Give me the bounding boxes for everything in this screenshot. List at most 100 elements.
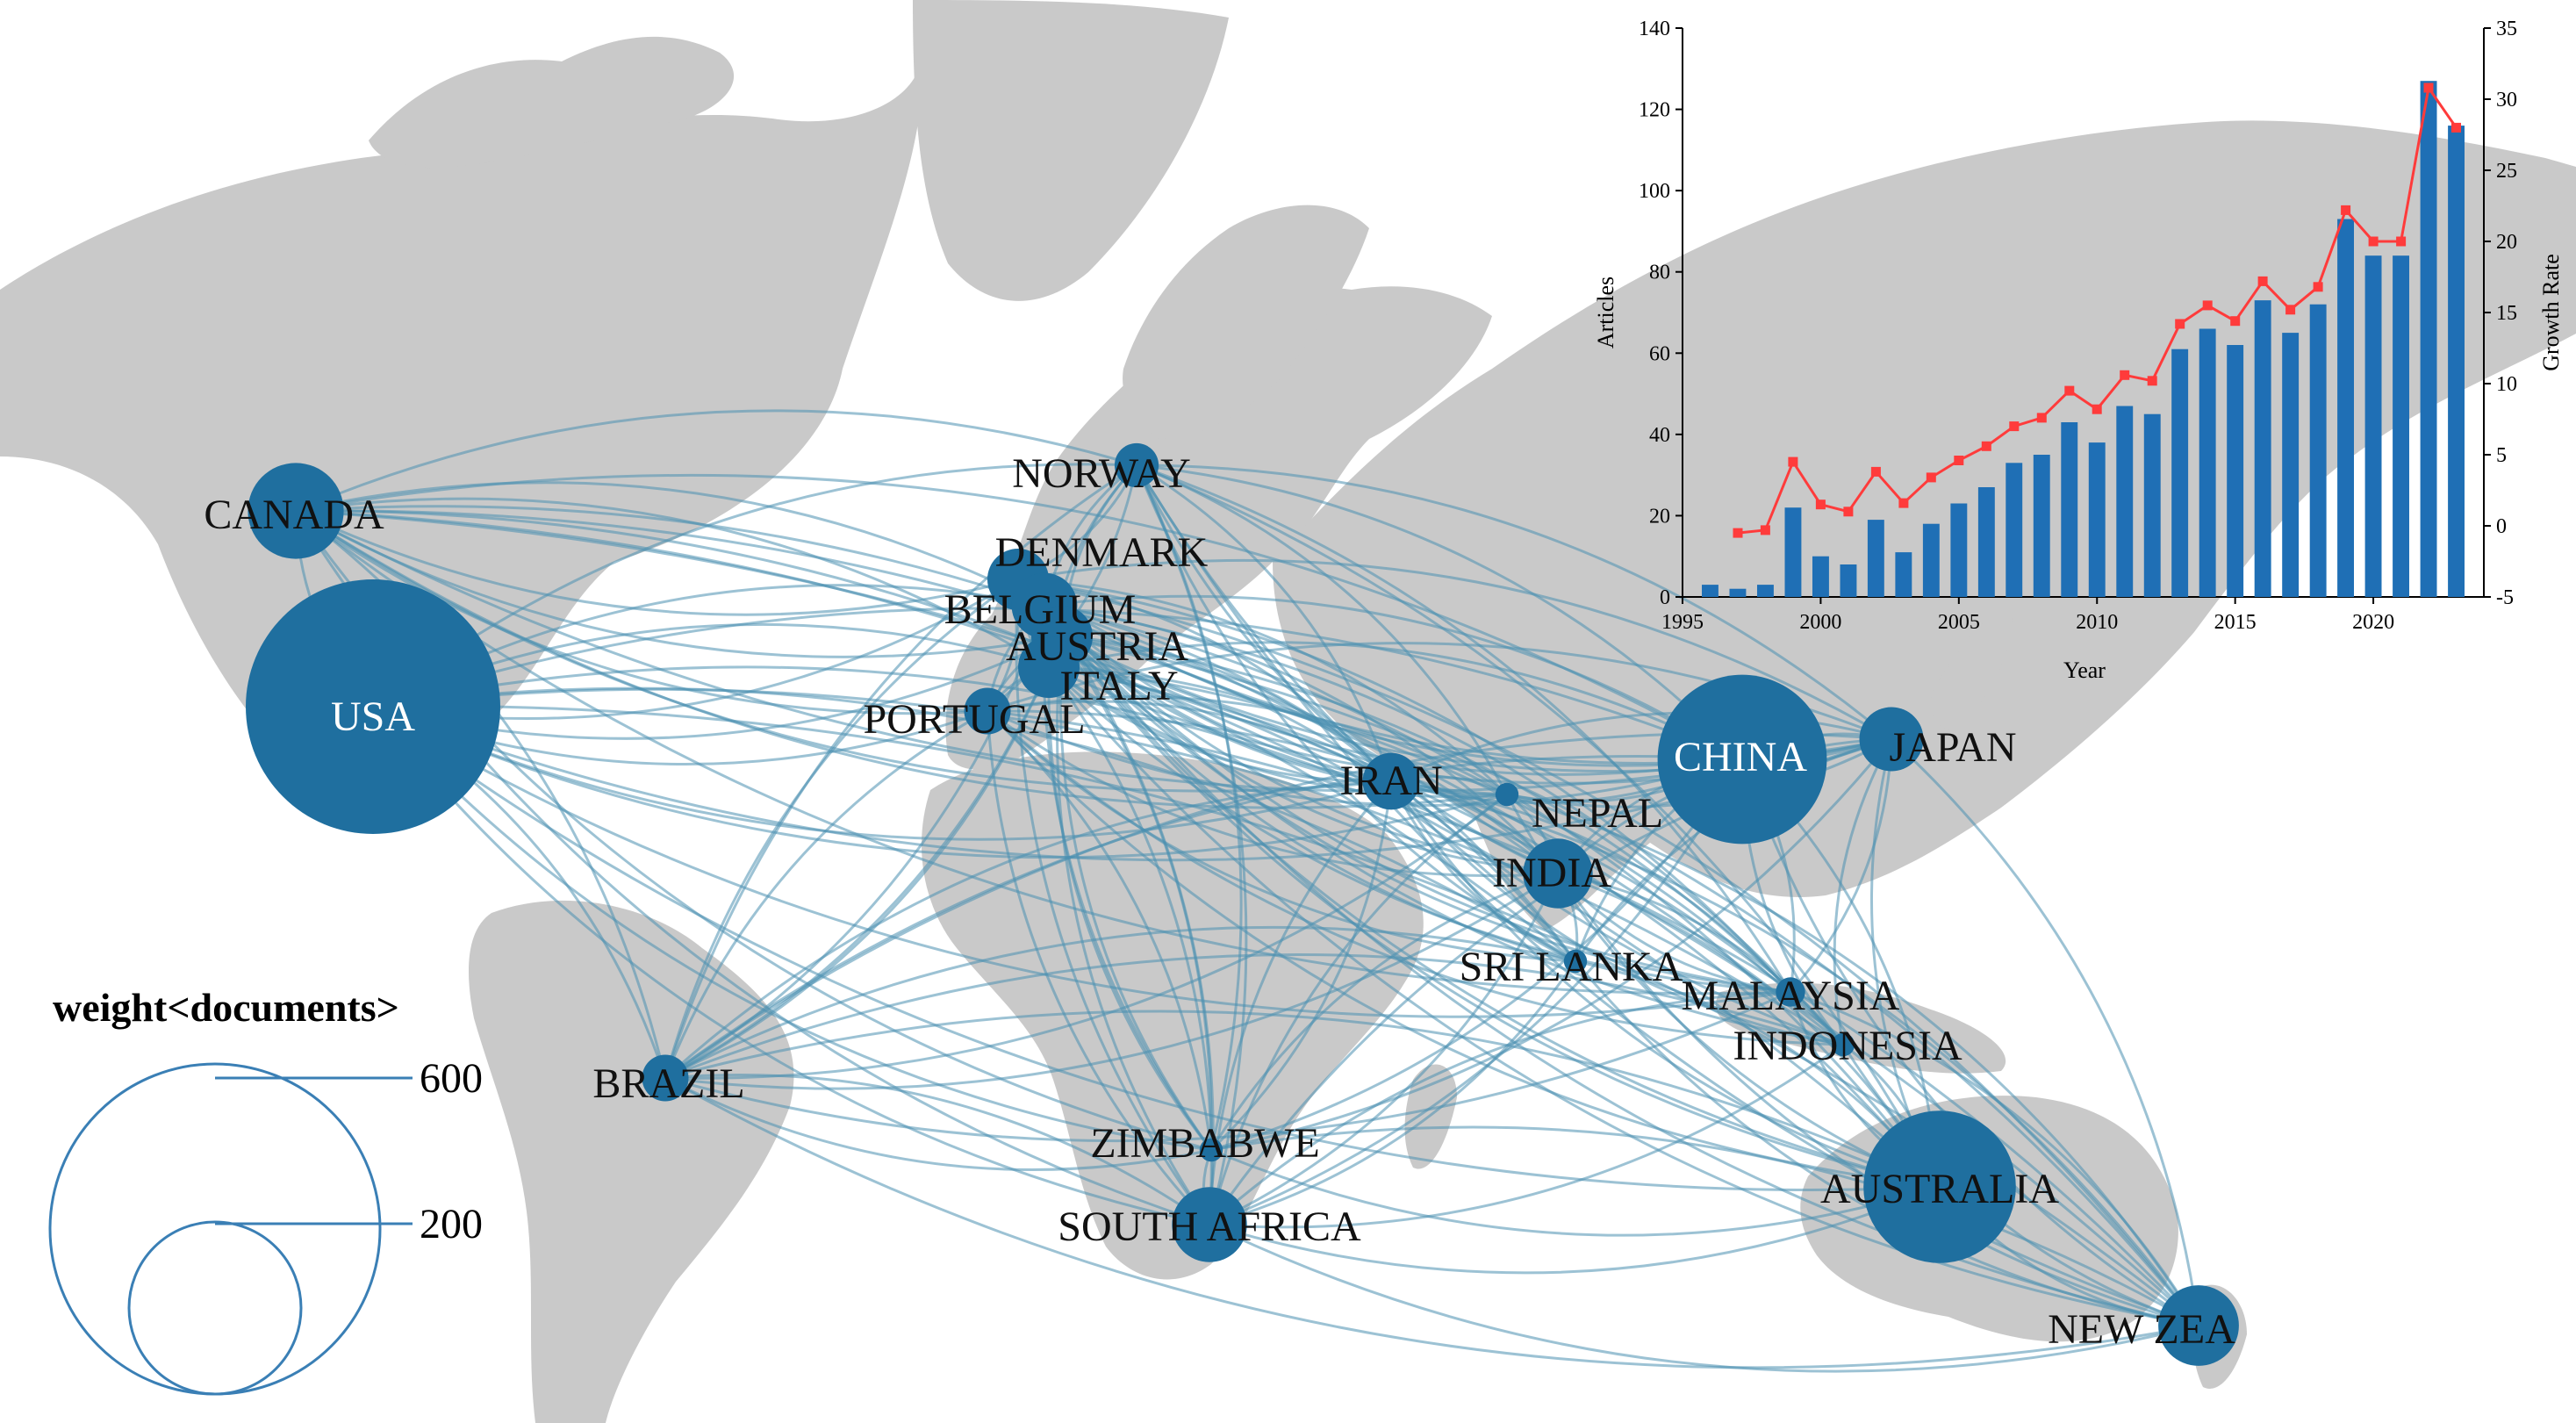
- link-new-zea-sri-lanka: [1574, 960, 2199, 1327]
- link-denmark-indonesia: [1016, 579, 1844, 1046]
- growth-point-2001: [1843, 507, 1854, 517]
- node-china: [1657, 674, 1827, 844]
- link-south-africa-portugal: [986, 710, 1211, 1226]
- growth-point-2012: [2147, 376, 2157, 386]
- growth-point-2007: [2009, 421, 2020, 432]
- country-label-iran: IRAN: [1339, 758, 1442, 804]
- growth-point-2010: [2092, 404, 2102, 414]
- node-indonesia: [1831, 1032, 1855, 1057]
- country-label-zimbabwe: ZIMBABWE: [1090, 1120, 1319, 1167]
- growth-point-2008: [2036, 413, 2047, 423]
- x-tick-label-2000: 2000: [1799, 611, 1841, 634]
- growth-point-2014: [2202, 300, 2213, 311]
- link-usa-malaysia: [372, 705, 1791, 1018]
- link-austria-nepal: [1061, 635, 1508, 796]
- link-canada-sri-lanka: [295, 509, 1576, 963]
- growth-point-2011: [2120, 370, 2130, 380]
- link-china-belgium: [1044, 594, 1743, 761]
- inset-axes: [1682, 28, 2485, 598]
- link-portugal-sri-lanka: [986, 709, 1576, 963]
- y2-tick-label-0: 0: [2496, 515, 2507, 538]
- y2-tick-label-20: 20: [2496, 231, 2517, 254]
- node-iran: [1362, 752, 1420, 810]
- link-china-norway: [1136, 464, 1744, 761]
- link-china-zimbabwe: [1210, 758, 1744, 1152]
- bar-2019: [2337, 219, 2354, 597]
- growth-point-2023: [2451, 122, 2461, 133]
- y-tick-label-60: 60: [1649, 342, 1670, 365]
- country-label-denmark: DENMARK: [995, 529, 1209, 576]
- link-canada-nepal: [295, 509, 1508, 809]
- link-south-africa-sri-lanka: [1209, 960, 1577, 1226]
- link-canada-norway: [295, 409, 1137, 513]
- x-tick-label-2020: 2020: [2352, 611, 2394, 634]
- link-portugal-zimbabwe: [986, 709, 1213, 1151]
- link-canada-portugal: [295, 509, 988, 715]
- link-denmark-malaysia: [1017, 578, 1792, 994]
- y2-tick-label-35: 35: [2496, 18, 2517, 40]
- link-canada-belgium: [295, 481, 1045, 607]
- link-brazil-zimbabwe: [664, 1076, 1212, 1171]
- link-new-zea-south-africa: [1209, 1223, 2199, 1373]
- link-south-africa-indonesia: [1209, 1043, 1844, 1229]
- node-south-africa: [1172, 1187, 1247, 1262]
- growth-point-1999: [1788, 456, 1798, 467]
- link-new-zea-iran: [1390, 780, 2200, 1326]
- node-norway: [1114, 442, 1159, 488]
- growth-point-2015: [2230, 316, 2241, 327]
- country-label-australia: AUSTRALIA: [1820, 1166, 2059, 1212]
- growth-point-2006: [1981, 441, 1991, 451]
- country-label-brazil: BRAZIL: [592, 1060, 744, 1107]
- arctic-islands: [369, 36, 735, 169]
- bar-2017: [2282, 333, 2300, 597]
- link-new-zea-brazil: [664, 1076, 2199, 1369]
- node-zimbabwe: [1199, 1138, 1223, 1162]
- growth-point-2000: [1815, 499, 1826, 510]
- inset-y2-axis-title: Growth Rate: [2538, 254, 2564, 371]
- link-iran-austria: [1061, 635, 1393, 783]
- link-new-zea-belgium: [1043, 605, 2199, 1327]
- link-india-indonesia: [1557, 872, 1845, 1046]
- greenland-landmass: [913, 0, 1229, 301]
- link-south-africa-brazil: [664, 1073, 1210, 1226]
- link-brazil-sri-lanka: [664, 925, 1576, 1080]
- north-america-landmass: [0, 53, 923, 790]
- link-portugal-norway: [987, 464, 1138, 713]
- y-tick-label-120: 120: [1639, 99, 1670, 122]
- link-new-zea-norway: [1135, 464, 2199, 1327]
- y2-tick-label--5: -5: [2496, 586, 2514, 609]
- node-italy: [1018, 636, 1080, 698]
- link-india-malaysia: [1556, 872, 1791, 994]
- south-america-landmass: [469, 900, 794, 1423]
- bar-2004: [1922, 523, 1940, 597]
- bar-2022: [2420, 81, 2437, 597]
- link-south-africa-india: [1209, 873, 1560, 1226]
- country-label-south-africa: SOUTH AFRICA: [1058, 1204, 1361, 1250]
- link-austria-indonesia: [1061, 635, 1845, 1046]
- country-label-portugal: PORTUGAL: [863, 696, 1085, 743]
- link-japan-indonesia: [1833, 738, 1893, 1046]
- legend-value-large: 600: [420, 1055, 483, 1102]
- growth-point-2009: [2064, 385, 2075, 396]
- node-india: [1523, 838, 1593, 909]
- bar-2018: [2309, 304, 2327, 597]
- link-portugal-india: [987, 709, 1559, 878]
- node-usa: [246, 579, 500, 834]
- bar-2015: [2227, 345, 2244, 597]
- link-usa-japan: [372, 705, 1892, 862]
- country-label-norway: NORWAY: [1012, 450, 1191, 497]
- x-tick-label-2005: 2005: [1938, 611, 1980, 634]
- y-tick-label-100: 100: [1639, 180, 1670, 203]
- link-australia-south-africa: [1209, 1185, 1941, 1275]
- y-tick-label-140: 140: [1639, 18, 1670, 40]
- growth-point-2020: [2368, 236, 2379, 247]
- link-india-zimbabwe: [1209, 872, 1559, 1151]
- y2-tick-label-15: 15: [2496, 302, 2517, 325]
- bar-2001: [1840, 564, 1857, 597]
- link-new-zea-india: [1556, 873, 2199, 1327]
- growth-point-2021: [2396, 236, 2407, 247]
- y-tick-label-40: 40: [1649, 424, 1670, 447]
- growth-point-2019: [2341, 205, 2351, 215]
- bar-2014: [2199, 328, 2216, 597]
